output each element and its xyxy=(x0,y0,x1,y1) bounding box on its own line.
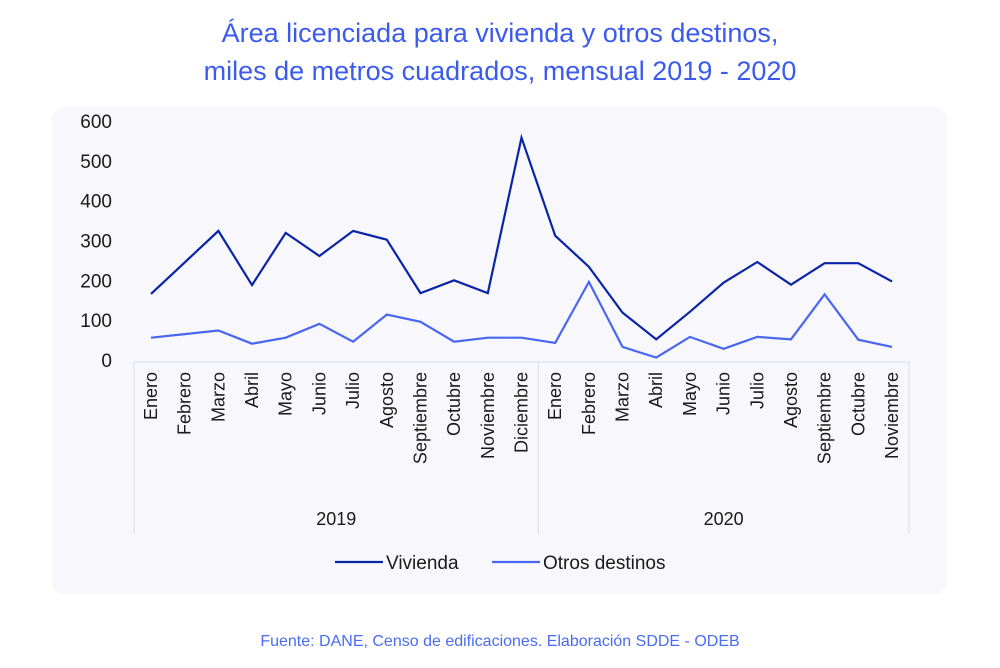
x-tick-label: Marzo xyxy=(613,372,633,422)
x-tick-label: Noviembre xyxy=(478,372,498,459)
y-tick-label: 600 xyxy=(80,112,112,133)
chart-title-line-2: miles de metros cuadrados, mensual 2019 … xyxy=(203,56,797,86)
y-tick-label: 0 xyxy=(101,351,112,372)
legend-label: Vivienda xyxy=(386,553,459,574)
x-tick-label: Marzo xyxy=(208,372,228,422)
x-tick-label: Abril xyxy=(242,372,262,408)
x-tick-label: Agosto xyxy=(377,372,397,428)
chart-title: Área licenciada para vivienda y otros de… xyxy=(0,14,1000,90)
x-tick-label: Febrero xyxy=(579,372,599,435)
x-tick-label: Abril xyxy=(646,372,666,408)
y-tick-label: 300 xyxy=(80,232,112,253)
x-tick-label: Octubre xyxy=(848,372,868,436)
x-tick-label: Noviembre xyxy=(882,372,902,459)
x-group-label: 2020 xyxy=(704,509,744,529)
y-tick-label: 100 xyxy=(80,311,112,332)
x-tick-label: Julio xyxy=(343,372,363,409)
x-tick-label: Octubre xyxy=(444,372,464,436)
source-note: Fuente: DANE, Censo de edificaciones. El… xyxy=(260,633,740,650)
x-tick-label: Julio xyxy=(747,372,767,409)
x-tick-label: Mayo xyxy=(276,372,296,416)
x-tick-label: Enero xyxy=(141,372,161,420)
x-tick-label: Enero xyxy=(545,372,565,420)
x-tick-label: Septiembre xyxy=(815,372,835,464)
y-tick-label: 400 xyxy=(80,192,112,213)
x-tick-label: Diciembre xyxy=(512,372,532,453)
y-tick-label: 200 xyxy=(80,271,112,292)
series-line-vivienda xyxy=(150,133,893,341)
x-group-label: 2019 xyxy=(316,509,356,529)
x-tick-label: Febrero xyxy=(175,372,195,435)
x-tick-label: Junio xyxy=(714,372,734,415)
chart-panel xyxy=(52,107,947,594)
chart-title-line-1: Área licenciada para vivienda y otros de… xyxy=(221,18,779,48)
x-tick-label: Junio xyxy=(309,372,329,415)
series-line-otros-destinos xyxy=(150,279,893,359)
x-tick-label: Septiembre xyxy=(410,372,430,464)
y-tick-label: 500 xyxy=(80,152,112,173)
legend-label: Otros destinos xyxy=(543,553,666,574)
x-tick-label: Agosto xyxy=(781,372,801,428)
x-tick-label: Mayo xyxy=(680,372,700,416)
